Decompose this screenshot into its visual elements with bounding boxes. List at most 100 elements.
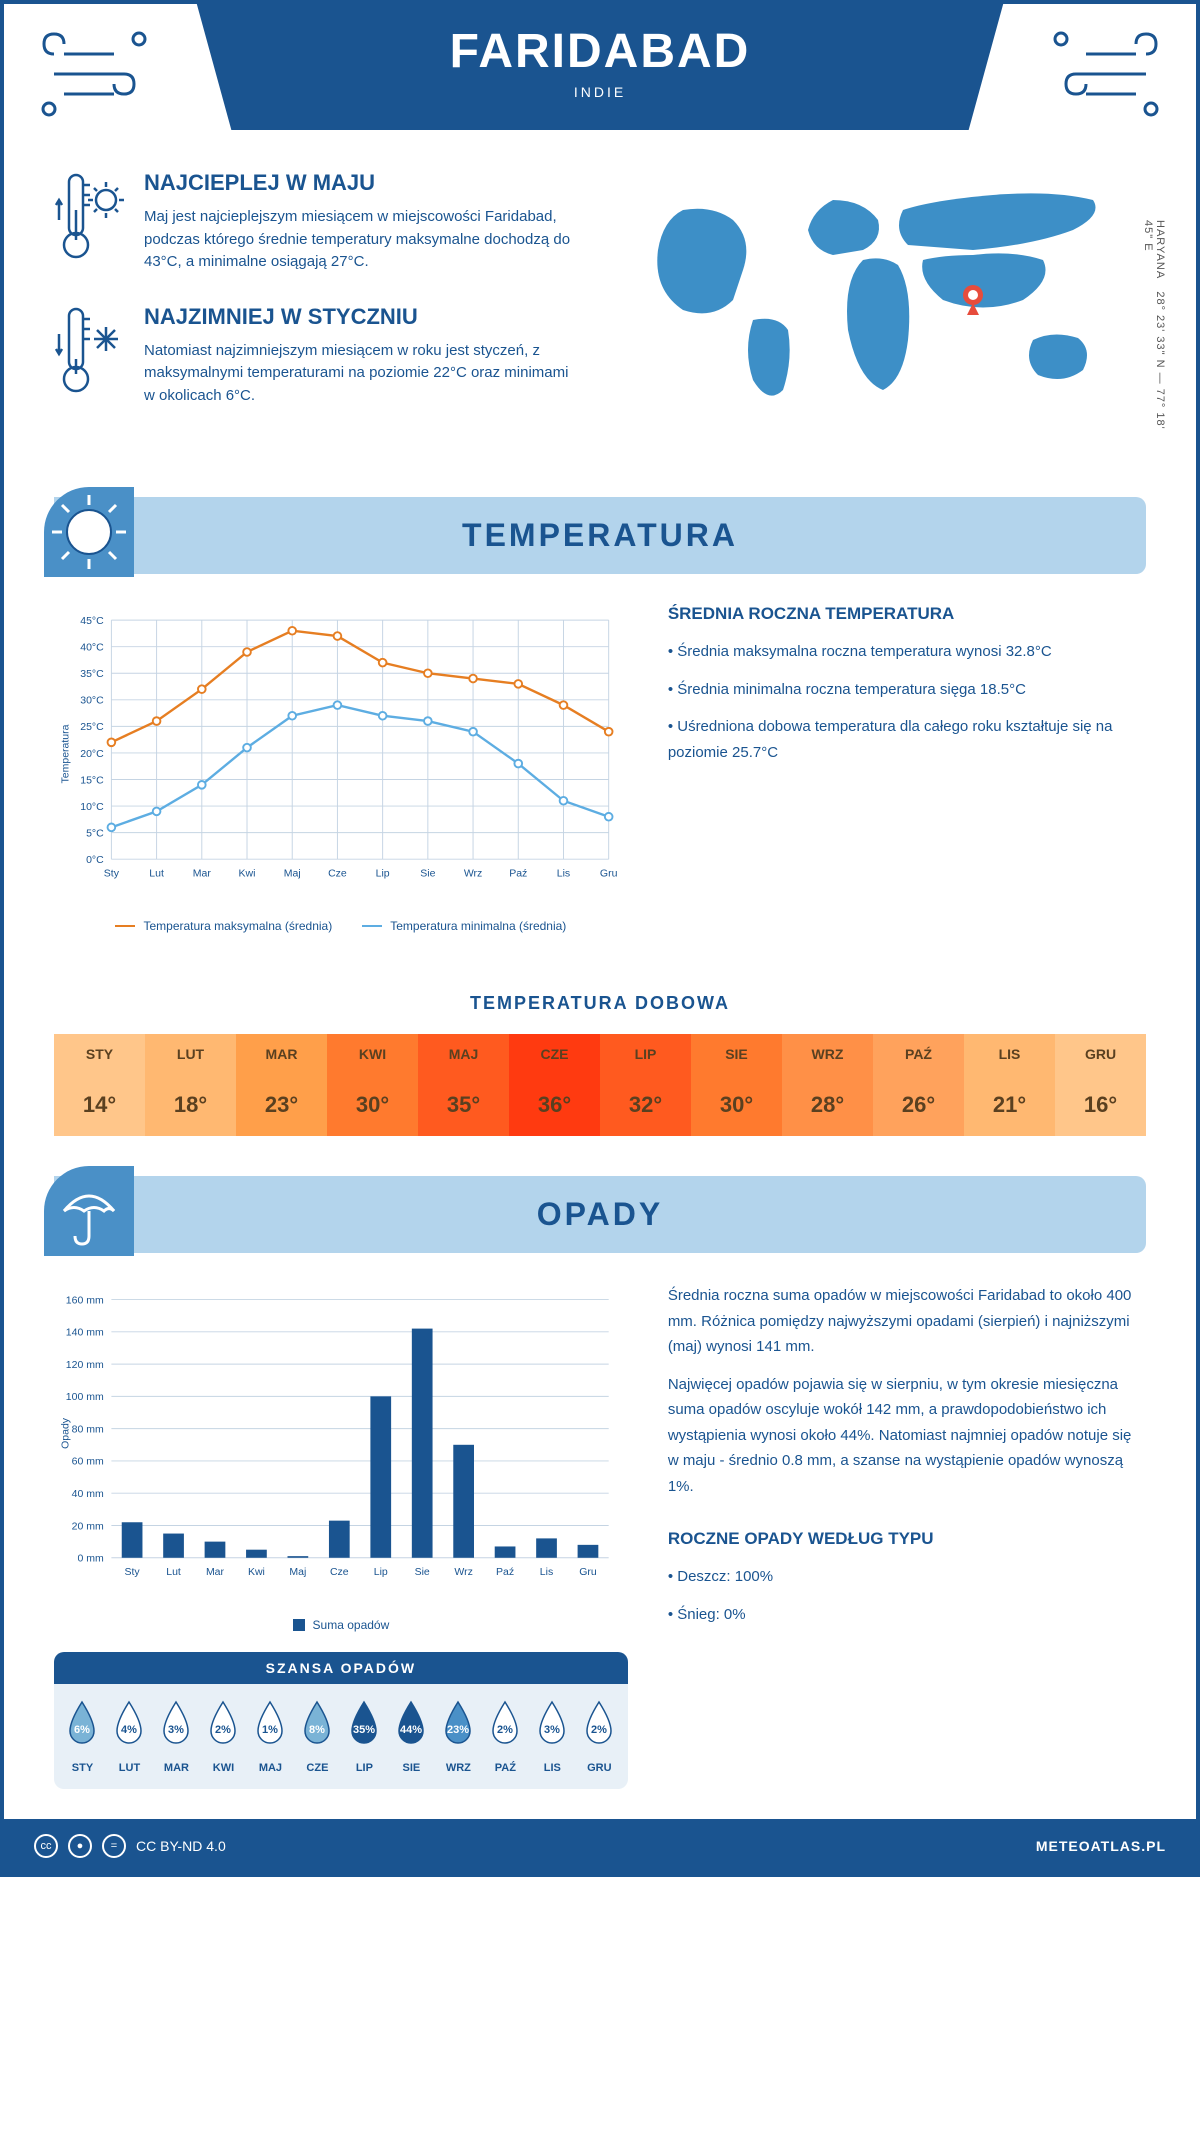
cold-text: Natomiast najzimniejszym miesiącem w rok… <box>144 340 580 408</box>
svg-text:4%: 4% <box>122 1724 138 1736</box>
temp-col: LUT18° <box>145 1034 236 1136</box>
svg-text:100 mm: 100 mm <box>66 1391 104 1403</box>
legend-max: Temperatura maksymalna (średnia) <box>143 919 332 933</box>
temperature-section-header: TEMPERATURA <box>54 497 1146 574</box>
temp-col: KWI30° <box>327 1034 418 1136</box>
thermometer-hot-icon <box>54 170 124 260</box>
chance-drop: 35%LIP <box>341 1699 388 1774</box>
svg-text:Sty: Sty <box>104 867 120 879</box>
svg-text:15°C: 15°C <box>80 774 104 786</box>
chance-drop: 44%SIE <box>388 1699 435 1774</box>
hot-text: Maj jest najcieplejszym miesiącem w miej… <box>144 206 580 274</box>
temp-col: GRU16° <box>1055 1034 1146 1136</box>
svg-text:35%: 35% <box>353 1724 375 1736</box>
temperature-info: ŚREDNIA ROCZNA TEMPERATURA • Średnia mak… <box>668 604 1146 933</box>
temp-col: CZE36° <box>509 1034 600 1136</box>
precipitation-info: Średnia roczna suma opadów w miejscowośc… <box>668 1283 1146 1789</box>
chance-drop: 2%GRU <box>576 1699 623 1774</box>
by-icon: ● <box>68 1834 92 1858</box>
info-section: NAJCIEPLEJ W MAJU Maj jest najcieplejszy… <box>4 130 1196 477</box>
cc-icon: cc <box>34 1834 58 1858</box>
legend-min: Temperatura minimalna (średnia) <box>390 919 566 933</box>
svg-text:80 mm: 80 mm <box>72 1423 104 1435</box>
svg-text:25°C: 25°C <box>80 721 104 733</box>
wind-icon-left <box>34 24 154 124</box>
temp-legend: Temperatura maksymalna (średnia) Tempera… <box>54 919 628 933</box>
rain-type-rain: • Deszcz: 100% <box>668 1564 1146 1590</box>
svg-text:1%: 1% <box>262 1724 278 1736</box>
svg-text:Lip: Lip <box>376 867 390 879</box>
precipitation-section-header: OPADY <box>54 1176 1146 1253</box>
svg-text:20°C: 20°C <box>80 748 104 760</box>
svg-text:8%: 8% <box>309 1724 325 1736</box>
daily-temp-title: TEMPERATURA DOBOWA <box>4 993 1196 1014</box>
svg-text:Lis: Lis <box>540 1566 553 1578</box>
svg-text:Paź: Paź <box>496 1566 514 1578</box>
coordinates: HARYANA 28° 23' 33" N — 77° 18' 45" E <box>1142 220 1166 437</box>
svg-text:Lis: Lis <box>557 867 570 879</box>
country-subtitle: INDIE <box>24 84 1176 100</box>
svg-text:Temperatura: Temperatura <box>59 724 71 783</box>
chance-drop: 1%MAJ <box>247 1699 294 1774</box>
temp-info-b1: • Średnia maksymalna roczna temperatura … <box>668 639 1146 665</box>
svg-text:Wrz: Wrz <box>464 867 482 879</box>
footer-brand: METEOATLAS.PL <box>1036 1838 1166 1854</box>
temp-col: STY14° <box>54 1034 145 1136</box>
umbrella-section-icon <box>44 1166 134 1256</box>
rain-info-p2: Najwięcej opadów pojawia się w sierpniu,… <box>668 1372 1146 1500</box>
chance-drop: 8%CZE <box>294 1699 341 1774</box>
svg-text:Mar: Mar <box>193 867 212 879</box>
svg-text:44%: 44% <box>400 1724 422 1736</box>
chance-drop: 6%STY <box>59 1699 106 1774</box>
svg-text:40°C: 40°C <box>80 642 104 654</box>
svg-text:0°C: 0°C <box>86 854 104 866</box>
precipitation-chart-row: 0 mm20 mm40 mm60 mm80 mm100 mm120 mm140 … <box>4 1283 1196 1819</box>
svg-text:6%: 6% <box>75 1724 91 1736</box>
temperature-title: TEMPERATURA <box>54 517 1146 554</box>
world-map <box>620 170 1146 420</box>
header-banner: FARIDABAD INDIE <box>24 4 1176 130</box>
chance-drop: 3%LIS <box>529 1699 576 1774</box>
temp-col: LIS21° <box>964 1034 1055 1136</box>
rain-info-p1: Średnia roczna suma opadów w miejscowośc… <box>668 1283 1146 1360</box>
svg-text:Maj: Maj <box>284 867 301 879</box>
svg-text:60 mm: 60 mm <box>72 1456 104 1468</box>
rain-type-snow: • Śnieg: 0% <box>668 1602 1146 1628</box>
svg-text:Gru: Gru <box>600 867 618 879</box>
temp-col: WRZ28° <box>782 1034 873 1136</box>
temp-info-b3: • Uśredniona dobowa temperatura dla całe… <box>668 714 1146 765</box>
svg-text:120 mm: 120 mm <box>66 1359 104 1371</box>
footer: cc ● = CC BY-ND 4.0 METEOATLAS.PL <box>4 1819 1196 1873</box>
svg-text:3%: 3% <box>169 1724 185 1736</box>
cold-title: NAJZIMNIEJ W STYCZNIU <box>144 304 580 330</box>
svg-text:Maj: Maj <box>289 1566 306 1578</box>
chance-banner: SZANSA OPADÓW <box>54 1652 628 1684</box>
svg-text:0 mm: 0 mm <box>77 1553 104 1565</box>
sun-section-icon <box>44 487 134 577</box>
nd-icon: = <box>102 1834 126 1858</box>
precipitation-bar-chart: 0 mm20 mm40 mm60 mm80 mm100 mm120 mm140 … <box>54 1283 628 1603</box>
chance-drop: 2%PAŹ <box>482 1699 529 1774</box>
svg-text:2%: 2% <box>497 1724 513 1736</box>
svg-text:Paź: Paź <box>509 867 527 879</box>
svg-text:Gru: Gru <box>579 1566 597 1578</box>
svg-text:Sie: Sie <box>415 1566 430 1578</box>
svg-text:3%: 3% <box>544 1724 560 1736</box>
temp-col: MAJ35° <box>418 1034 509 1136</box>
hot-block: NAJCIEPLEJ W MAJU Maj jest najcieplejszy… <box>54 170 580 274</box>
temperature-line-chart: 0°C5°C10°C15°C20°C25°C30°C35°C40°C45°CSt… <box>54 604 628 904</box>
svg-text:20 mm: 20 mm <box>72 1520 104 1532</box>
svg-text:Wrz: Wrz <box>454 1566 472 1578</box>
city-title: FARIDABAD <box>24 24 1176 79</box>
svg-text:Mar: Mar <box>206 1566 225 1578</box>
svg-text:2%: 2% <box>215 1724 231 1736</box>
daily-temp-table: STY14°LUT18°MAR23°KWI30°MAJ35°CZE36°LIP3… <box>54 1034 1146 1136</box>
temp-col: LIP32° <box>600 1034 691 1136</box>
temp-info-b2: • Średnia minimalna roczna temperatura s… <box>668 677 1146 703</box>
chance-drop: 4%LUT <box>106 1699 153 1774</box>
temp-col: SIE30° <box>691 1034 782 1136</box>
svg-text:40 mm: 40 mm <box>72 1488 104 1500</box>
temp-col: MAR23° <box>236 1034 327 1136</box>
footer-license: cc ● = CC BY-ND 4.0 <box>34 1834 226 1858</box>
svg-text:5°C: 5°C <box>86 827 104 839</box>
